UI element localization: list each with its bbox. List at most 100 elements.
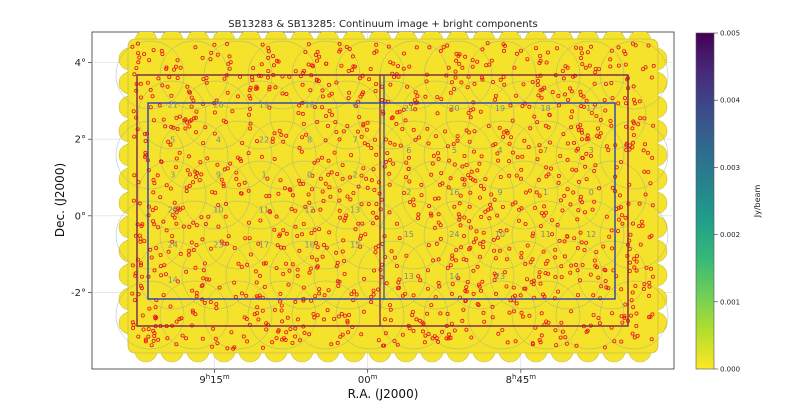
component-marker (617, 217, 622, 222)
beam-circle (225, 160, 295, 230)
component-marker (618, 159, 623, 164)
component-marker (361, 166, 366, 171)
component-marker (371, 167, 376, 172)
component-marker (272, 131, 277, 136)
component-marker (325, 124, 330, 129)
component-marker (554, 343, 559, 348)
component-marker (160, 83, 165, 88)
beam-number: 4 (216, 136, 221, 145)
component-marker (203, 221, 208, 226)
beam-number: 5 (452, 146, 457, 155)
component-marker (532, 114, 537, 119)
component-marker (157, 103, 162, 108)
component-marker (465, 85, 470, 90)
component-marker (265, 75, 270, 80)
component-marker (591, 312, 596, 317)
beam-circle (159, 280, 229, 350)
colorbar-tick-label: 0.001 (720, 298, 740, 306)
component-marker (542, 294, 547, 299)
component-marker (225, 241, 230, 246)
component-marker (301, 285, 306, 290)
component-marker (248, 126, 253, 131)
component-marker (340, 176, 345, 181)
component-marker (187, 124, 192, 129)
component-marker (631, 121, 636, 126)
component-marker (500, 327, 505, 332)
beam-number: 18 (305, 101, 315, 110)
component-marker (559, 264, 564, 269)
component-marker (267, 208, 272, 213)
colorbar-tick-label: 0.005 (720, 30, 740, 38)
component-marker (453, 258, 458, 263)
component-marker (560, 329, 565, 334)
component-marker (390, 115, 395, 120)
component-marker (638, 242, 643, 247)
component-marker (435, 95, 440, 100)
component-marker (320, 94, 325, 99)
component-marker (351, 289, 356, 294)
component-marker (356, 184, 361, 189)
component-marker (579, 46, 584, 51)
component-marker (458, 245, 463, 250)
component-marker (618, 205, 623, 210)
component-marker (563, 92, 568, 97)
component-marker (519, 250, 524, 255)
beam-circle (225, 80, 295, 150)
component-marker (544, 174, 549, 179)
component-marker (431, 258, 436, 263)
component-marker (450, 282, 455, 287)
component-marker (426, 243, 431, 248)
component-marker (475, 301, 480, 306)
component-marker (255, 305, 260, 310)
component-marker (623, 62, 628, 67)
component-marker (319, 155, 324, 160)
component-marker (464, 128, 469, 133)
component-marker (279, 303, 284, 308)
component-marker (307, 200, 312, 205)
component-marker (569, 263, 574, 268)
beam-circle (137, 160, 207, 230)
component-marker (602, 98, 607, 103)
component-marker (177, 150, 182, 155)
component-marker (142, 239, 147, 244)
component-marker (158, 252, 163, 257)
component-marker (592, 258, 597, 263)
component-marker (193, 312, 198, 317)
component-marker (508, 135, 513, 140)
component-marker (437, 182, 442, 187)
component-marker (197, 178, 202, 183)
component-marker (519, 48, 524, 53)
component-marker (391, 61, 396, 66)
component-marker (577, 179, 582, 184)
component-marker (451, 142, 456, 147)
component-marker (248, 252, 253, 257)
component-marker (462, 153, 467, 158)
component-marker (461, 257, 466, 262)
component-marker (284, 261, 289, 266)
beam-number: 19 (495, 104, 505, 113)
component-marker (608, 57, 613, 62)
component-marker (640, 223, 645, 228)
component-marker (434, 134, 439, 139)
component-marker (151, 118, 156, 123)
component-marker (578, 230, 583, 235)
component-marker (138, 239, 143, 244)
component-marker (540, 211, 545, 216)
component-marker (419, 193, 424, 198)
component-marker (356, 221, 361, 226)
component-marker (324, 61, 329, 66)
component-marker (147, 58, 152, 63)
component-marker (270, 136, 275, 141)
component-marker (609, 123, 614, 128)
component-marker (528, 126, 533, 131)
component-marker (387, 157, 392, 162)
component-marker (394, 263, 399, 268)
component-marker (358, 244, 363, 249)
component-marker (327, 109, 332, 114)
component-marker (438, 311, 443, 316)
component-marker (326, 82, 331, 87)
component-marker (404, 253, 409, 258)
x-axis-ticks: 9h15m 00m 8h45m (199, 369, 536, 386)
component-marker (557, 103, 562, 108)
component-marker (311, 311, 316, 316)
